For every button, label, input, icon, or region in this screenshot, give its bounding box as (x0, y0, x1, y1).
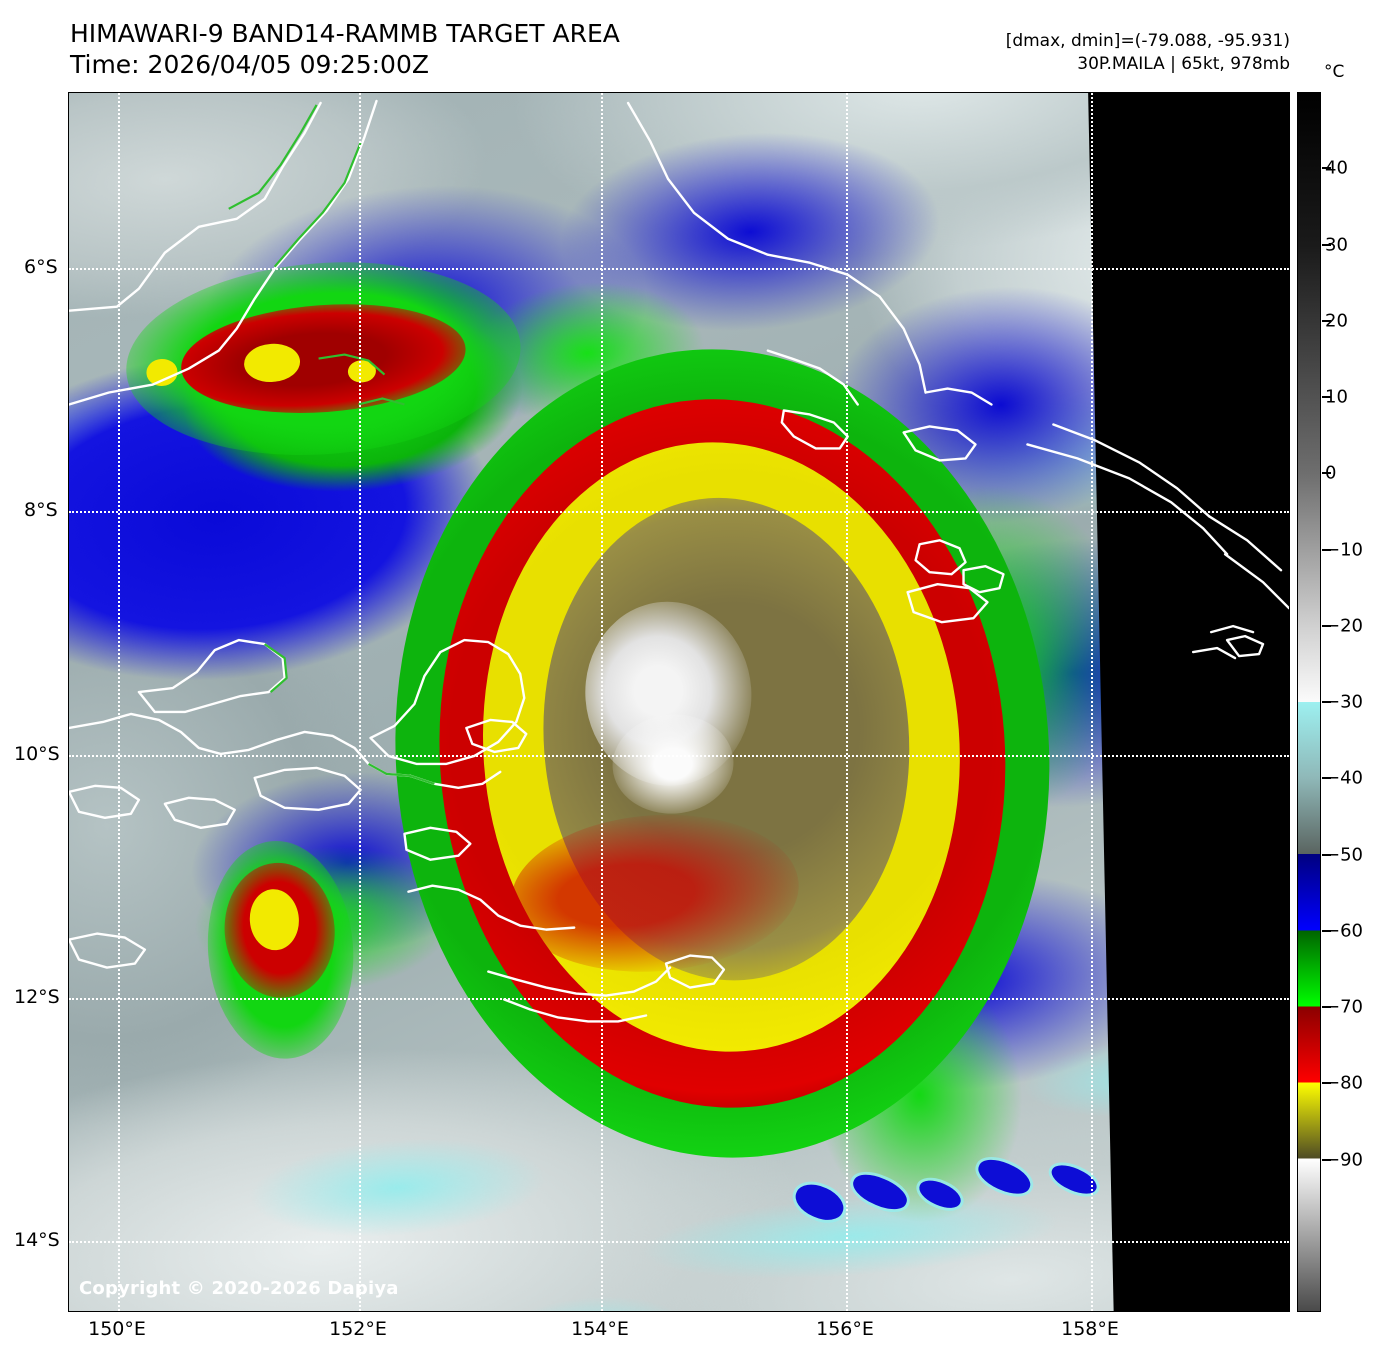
colorbar-tick-label: −90 (1325, 1149, 1363, 1170)
colorbar-tick-mark (1322, 396, 1331, 398)
lon-label-156E: 156°E (816, 1318, 874, 1340)
colorbar-tick-mark (1322, 1006, 1331, 1008)
colorbar-tick-mark (1322, 243, 1331, 246)
western-convective-cell (200, 835, 362, 1065)
colorbar-tick-label: 30 (1325, 234, 1348, 255)
colorbar-tick-label: 10 (1325, 386, 1348, 408)
copyright-label: Copyright © 2020-2026 Dapiya (79, 1278, 399, 1299)
cold-cell (915, 1174, 965, 1213)
cold-cell (790, 1177, 849, 1227)
colorbar-tick-mark (1322, 701, 1331, 703)
colorbar-tick-label: −20 (1325, 615, 1363, 637)
lat-label-8S: 8°S (24, 499, 58, 521)
lon-label-150E: 150°E (88, 1318, 146, 1340)
no-data-region (1084, 93, 1289, 1311)
colorbar-tick-mark (1322, 167, 1331, 170)
dmax-dmin-label: [dmax, dmin]=(-79.088, -95.931) (1005, 31, 1290, 51)
satellite-swath (69, 93, 1289, 1311)
lat-label-6S: 6°S (24, 256, 58, 278)
colorbar-tick-label: −30 (1325, 691, 1363, 713)
lon-label-158E: 158°E (1061, 1318, 1119, 1340)
colorbar-tick-label: 0 (1325, 462, 1337, 484)
lon-label-154E: 154°E (571, 1318, 629, 1340)
colorbar-tick-label: −50 (1325, 844, 1363, 865)
colorbar-tick-mark (1322, 472, 1331, 475)
satellite-image-plot: Copyright © 2020-2026 Dapiya (68, 92, 1290, 1312)
colorbar-tick-label: −80 (1325, 1072, 1363, 1094)
cold-cell (1047, 1159, 1101, 1200)
colorbar-tick-mark (1322, 319, 1331, 322)
colorbar-tick-mark (1322, 624, 1331, 627)
colorbar-gradient (1298, 93, 1320, 1311)
colorbar-tick-mark (1322, 929, 1331, 932)
cold-cell (848, 1167, 911, 1216)
page-title: HIMAWARI-9 BAND14-RAMMB TARGET AREA (70, 19, 620, 48)
tropical-cyclone-cdo (367, 326, 1078, 1181)
colorbar-tick-label: −40 (1325, 767, 1363, 789)
header-title-block: HIMAWARI-9 BAND14-RAMMB TARGET AREA Time… (70, 18, 620, 80)
lat-label-10S: 10°S (14, 743, 60, 765)
temperature-colorbar (1297, 92, 1321, 1312)
colorbar-tick-label: −70 (1325, 996, 1363, 1018)
colorbar-tick-mark (1322, 777, 1331, 780)
lat-label-12S: 12°S (14, 986, 60, 1008)
colorbar-tick-mark (1322, 853, 1331, 856)
lon-label-152E: 152°E (329, 1318, 387, 1340)
colorbar-tick-label: 20 (1325, 310, 1348, 332)
colorbar-tick-label: 40 (1325, 157, 1348, 179)
cold-cell (973, 1153, 1035, 1201)
storm-info-label: 30P.MAILA | 65kt, 978mb (1077, 54, 1290, 74)
colorbar-tick-label: −60 (1325, 920, 1363, 942)
colorbar-tick-label: −10 (1325, 539, 1363, 560)
lat-label-14S: 14°S (14, 1229, 60, 1251)
colorbar-tick-mark (1322, 548, 1331, 551)
colorbar-unit-label: °C (1324, 62, 1345, 82)
colorbar-tick-mark (1322, 1082, 1331, 1085)
metadata-block: [dmax, dmin]=(-79.088, -95.931) 30P.MAIL… (1006, 30, 1290, 76)
timestamp-label: Time: 2026/04/05 09:25:00Z (70, 50, 429, 79)
colorbar-tick-mark (1322, 1158, 1331, 1161)
